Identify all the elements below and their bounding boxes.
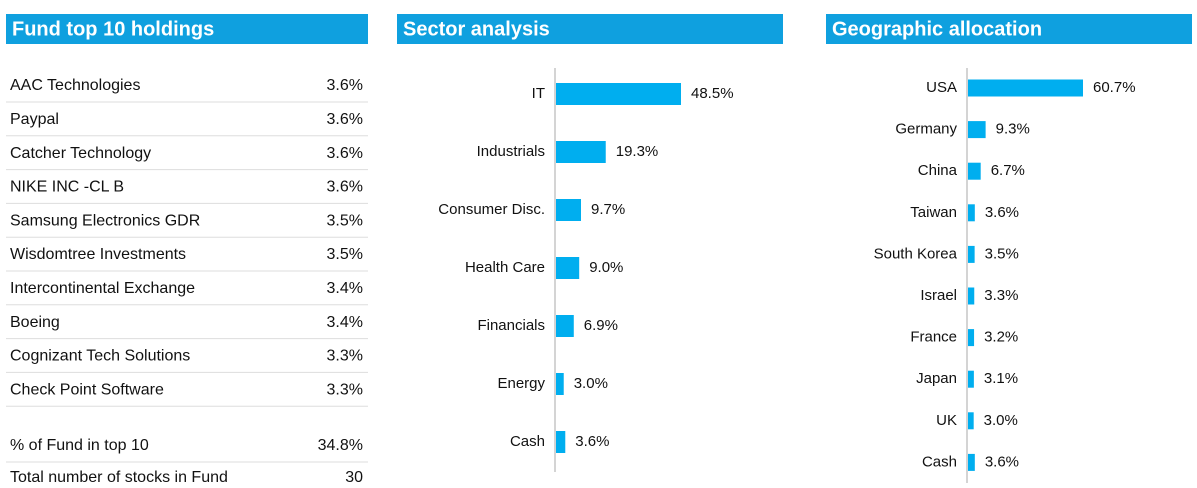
value-label: 3.6%	[985, 453, 1019, 470]
category-label: Consumer Disc.	[438, 201, 545, 218]
bar	[556, 373, 564, 395]
holding-name: Samsung Electronics GDR	[10, 212, 200, 229]
holding-weight: 3.5%	[327, 212, 363, 229]
summary-label: % of Fund in top 10	[10, 437, 149, 454]
category-label: Energy	[497, 375, 545, 392]
category-label: South Korea	[874, 245, 958, 262]
category-label: China	[918, 162, 958, 179]
holding-name: Boeing	[10, 314, 60, 331]
value-label: 48.5%	[691, 85, 734, 102]
category-label: Israel	[920, 287, 957, 304]
panel-title: Sector analysis	[403, 18, 550, 40]
holding-weight: 3.6%	[327, 179, 363, 196]
holding-name: Paypal	[10, 111, 59, 128]
holding-weight: 3.6%	[327, 77, 363, 94]
bar	[968, 121, 986, 139]
summary-value: 30	[345, 469, 363, 486]
category-label: USA	[926, 79, 957, 96]
category-label: Taiwan	[910, 204, 957, 221]
header-bar	[397, 14, 783, 44]
value-label: 3.6%	[575, 433, 609, 450]
value-label: 6.7%	[991, 162, 1025, 179]
summary-label: Total number of stocks in Fund	[10, 469, 228, 486]
value-label: 3.0%	[574, 375, 608, 392]
holding-name: Check Point Software	[10, 381, 164, 398]
panel-title: Geographic allocation	[832, 18, 1042, 40]
holding-weight: 3.4%	[327, 280, 363, 297]
value-label: 9.0%	[589, 259, 623, 276]
value-label: 3.2%	[984, 329, 1018, 346]
holding-name: NIKE INC -CL B	[10, 179, 124, 196]
category-label: Cash	[922, 453, 957, 470]
bar	[968, 204, 975, 222]
category-label: IT	[532, 85, 545, 102]
value-label: 3.5%	[985, 245, 1019, 262]
holding-name: Catcher Technology	[10, 145, 151, 162]
category-label: Health Care	[465, 259, 545, 276]
bar	[968, 287, 975, 305]
header-bar	[6, 14, 368, 44]
holding-name: Wisdomtree Investments	[10, 246, 186, 263]
bar	[968, 370, 974, 388]
bar	[968, 329, 975, 347]
value-label: 3.3%	[984, 287, 1018, 304]
bar	[968, 79, 1083, 97]
bar	[968, 162, 981, 180]
value-label: 60.7%	[1093, 79, 1136, 96]
holding-weight: 3.3%	[327, 381, 363, 398]
summary-value: 34.8%	[318, 437, 363, 454]
bar	[556, 83, 681, 105]
bar	[556, 141, 606, 163]
holding-name: AAC Technologies	[10, 77, 140, 94]
category-label: Industrials	[477, 143, 545, 160]
value-label: 3.1%	[984, 370, 1018, 387]
category-label: Cash	[510, 433, 545, 450]
panel-title: Fund top 10 holdings	[12, 18, 214, 40]
holding-name: Intercontinental Exchange	[10, 280, 195, 297]
value-label: 9.7%	[591, 201, 625, 218]
bar	[556, 431, 566, 453]
bar	[968, 412, 974, 430]
value-label: 3.6%	[985, 204, 1019, 221]
holding-weight: 3.4%	[327, 314, 363, 331]
bar	[556, 315, 574, 337]
holding-weight: 3.5%	[327, 246, 363, 263]
holding-weight: 3.6%	[327, 145, 363, 162]
value-label: 9.3%	[996, 121, 1030, 138]
bar	[556, 199, 581, 221]
holding-weight: 3.3%	[327, 348, 363, 365]
value-label: 3.0%	[984, 412, 1018, 429]
bar	[968, 245, 975, 263]
holding-name: Cognizant Tech Solutions	[10, 348, 190, 365]
category-label: Germany	[895, 121, 957, 138]
bar	[556, 257, 580, 279]
holding-weight: 3.6%	[327, 111, 363, 128]
header-bar	[826, 14, 1192, 44]
value-label: 19.3%	[616, 143, 659, 160]
value-label: 6.9%	[584, 317, 618, 334]
category-label: France	[910, 329, 957, 346]
bar	[968, 453, 975, 471]
category-label: UK	[936, 412, 957, 429]
category-label: Japan	[916, 370, 957, 387]
category-label: Financials	[477, 317, 545, 334]
